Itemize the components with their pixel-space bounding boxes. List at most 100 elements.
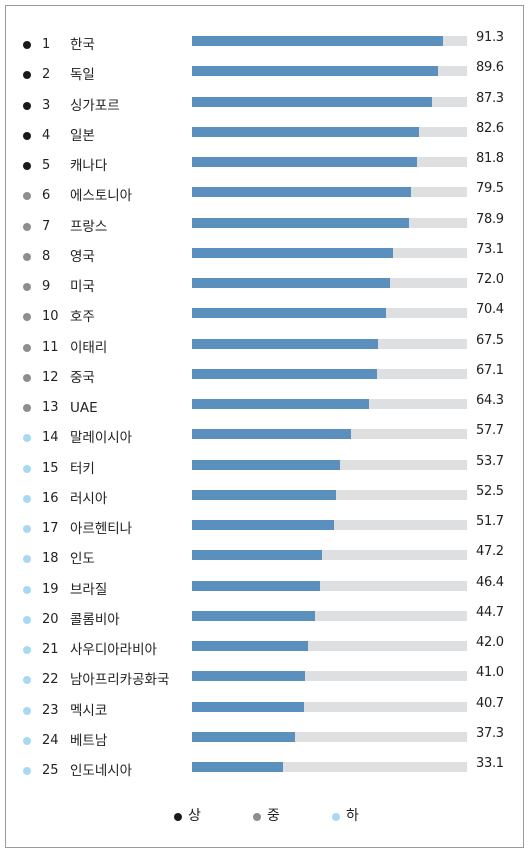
legend: 상 중 하 bbox=[6, 807, 523, 827]
tier-dot bbox=[23, 313, 31, 322]
bar bbox=[192, 36, 444, 46]
bar-row: 15 터키 53.7 bbox=[6, 453, 523, 485]
country-label: 독일 bbox=[70, 67, 95, 84]
value-label: 73.1 bbox=[476, 241, 504, 257]
country-label: 캐나다 bbox=[70, 158, 108, 174]
rank-label: 11 bbox=[42, 339, 59, 355]
bar-row: 11 이태리 67.5 bbox=[6, 332, 523, 364]
value-label: 44.7 bbox=[476, 604, 504, 620]
tier-dot bbox=[23, 676, 31, 685]
bar bbox=[192, 762, 284, 772]
country-label: 러시아 bbox=[70, 490, 108, 507]
value-label: 67.1 bbox=[476, 362, 504, 378]
bar-track bbox=[192, 217, 467, 228]
bar-row: 14 말레이시아 57.7 bbox=[6, 424, 523, 454]
bar bbox=[192, 671, 305, 682]
bar-track bbox=[192, 247, 467, 258]
bar bbox=[192, 217, 409, 228]
bar bbox=[192, 157, 417, 167]
rank-label: 17 bbox=[42, 521, 59, 536]
rank-label: 6 bbox=[42, 188, 51, 204]
tier-dot bbox=[23, 162, 31, 170]
bar bbox=[192, 247, 394, 258]
value-label: 72.0 bbox=[476, 272, 504, 287]
rank-label: 16 bbox=[42, 490, 59, 506]
country-label: 말레이시아 bbox=[70, 430, 133, 447]
value-label: 40.7 bbox=[476, 695, 504, 711]
tier-dot bbox=[23, 615, 31, 624]
tier-dot bbox=[23, 494, 31, 503]
country-label: 사우디아라비아 bbox=[70, 642, 157, 658]
rank-label: 21 bbox=[42, 642, 59, 657]
bar-track bbox=[192, 126, 467, 137]
bar bbox=[192, 338, 378, 349]
rank-label: 13 bbox=[42, 400, 59, 415]
tier-dot bbox=[23, 464, 31, 473]
value-label: 81.8 bbox=[476, 151, 504, 166]
value-label: 64.3 bbox=[476, 393, 504, 408]
country-label: 멕시코 bbox=[70, 702, 108, 719]
bar-track bbox=[192, 278, 467, 288]
bar-track bbox=[192, 459, 467, 470]
rank-label: 19 bbox=[42, 581, 59, 597]
country-label: 일본 bbox=[70, 127, 95, 144]
legend-dot-low bbox=[332, 813, 340, 821]
bar-track bbox=[192, 157, 467, 167]
value-label: 78.9 bbox=[476, 211, 504, 227]
rank-label: 15 bbox=[42, 460, 59, 476]
bar-row: 18 인도 47.2 bbox=[6, 545, 523, 575]
rank-label: 24 bbox=[42, 732, 59, 748]
tier-dot bbox=[23, 101, 31, 110]
bar bbox=[192, 187, 411, 198]
bar-row: 7 프랑스 78.9 bbox=[6, 211, 523, 243]
bar-track bbox=[192, 338, 467, 349]
country-label: 브라질 bbox=[70, 581, 108, 598]
country-label: 에스토니아 bbox=[70, 188, 133, 205]
bar-track bbox=[192, 731, 467, 742]
country-label: 남아프리카공화국 bbox=[70, 672, 170, 689]
bar bbox=[192, 580, 320, 591]
bar-track bbox=[192, 762, 467, 772]
country-label: 싱가포르 bbox=[70, 97, 120, 114]
bar-track bbox=[192, 671, 467, 682]
bar-track bbox=[192, 520, 467, 530]
bar bbox=[192, 550, 322, 561]
bar-row: 4 일본 82.6 bbox=[6, 120, 523, 152]
country-label: 영국 bbox=[70, 248, 95, 265]
bar-row: 5 캐나다 81.8 bbox=[6, 152, 523, 182]
tier-dot bbox=[23, 222, 31, 231]
tier-dot bbox=[23, 646, 31, 654]
bar bbox=[192, 66, 439, 77]
tier-dot bbox=[23, 343, 31, 352]
value-label: 79.5 bbox=[476, 181, 504, 197]
bar-row: 20 콜롬비아 44.7 bbox=[6, 604, 523, 636]
bar-row: 13 UAE 64.3 bbox=[6, 394, 523, 424]
bar bbox=[192, 96, 433, 107]
bar-row: 19 브라질 46.4 bbox=[6, 575, 523, 606]
tier-dot bbox=[23, 706, 31, 715]
country-label: UAE bbox=[70, 400, 98, 416]
country-label: 미국 bbox=[70, 279, 95, 295]
country-label: 인도 bbox=[70, 551, 95, 568]
bar-row: 3 싱가포르 87.3 bbox=[6, 91, 523, 122]
country-label: 한국 bbox=[70, 37, 95, 53]
value-label: 82.6 bbox=[476, 120, 504, 136]
value-label: 53.7 bbox=[476, 453, 504, 469]
tier-dot bbox=[23, 71, 31, 80]
tier-dot bbox=[23, 131, 31, 140]
bar-track bbox=[192, 66, 467, 77]
bar-row: 16 러시아 52.5 bbox=[6, 484, 523, 515]
country-label: 터키 bbox=[70, 460, 95, 477]
bar-row: 2 독일 89.6 bbox=[6, 61, 523, 91]
bar bbox=[192, 489, 337, 500]
tier-dot bbox=[23, 192, 31, 201]
country-label: 중국 bbox=[70, 369, 95, 386]
country-label: 호주 bbox=[70, 309, 95, 326]
bar-row: 1 한국 91.3 bbox=[6, 31, 523, 61]
bar-track bbox=[192, 368, 467, 379]
rank-label: 3 bbox=[42, 97, 51, 113]
rank-label: 10 bbox=[42, 309, 59, 325]
bar-row: 10 호주 70.4 bbox=[6, 303, 523, 333]
value-label: 67.5 bbox=[476, 332, 504, 348]
country-label: 프랑스 bbox=[70, 218, 108, 235]
